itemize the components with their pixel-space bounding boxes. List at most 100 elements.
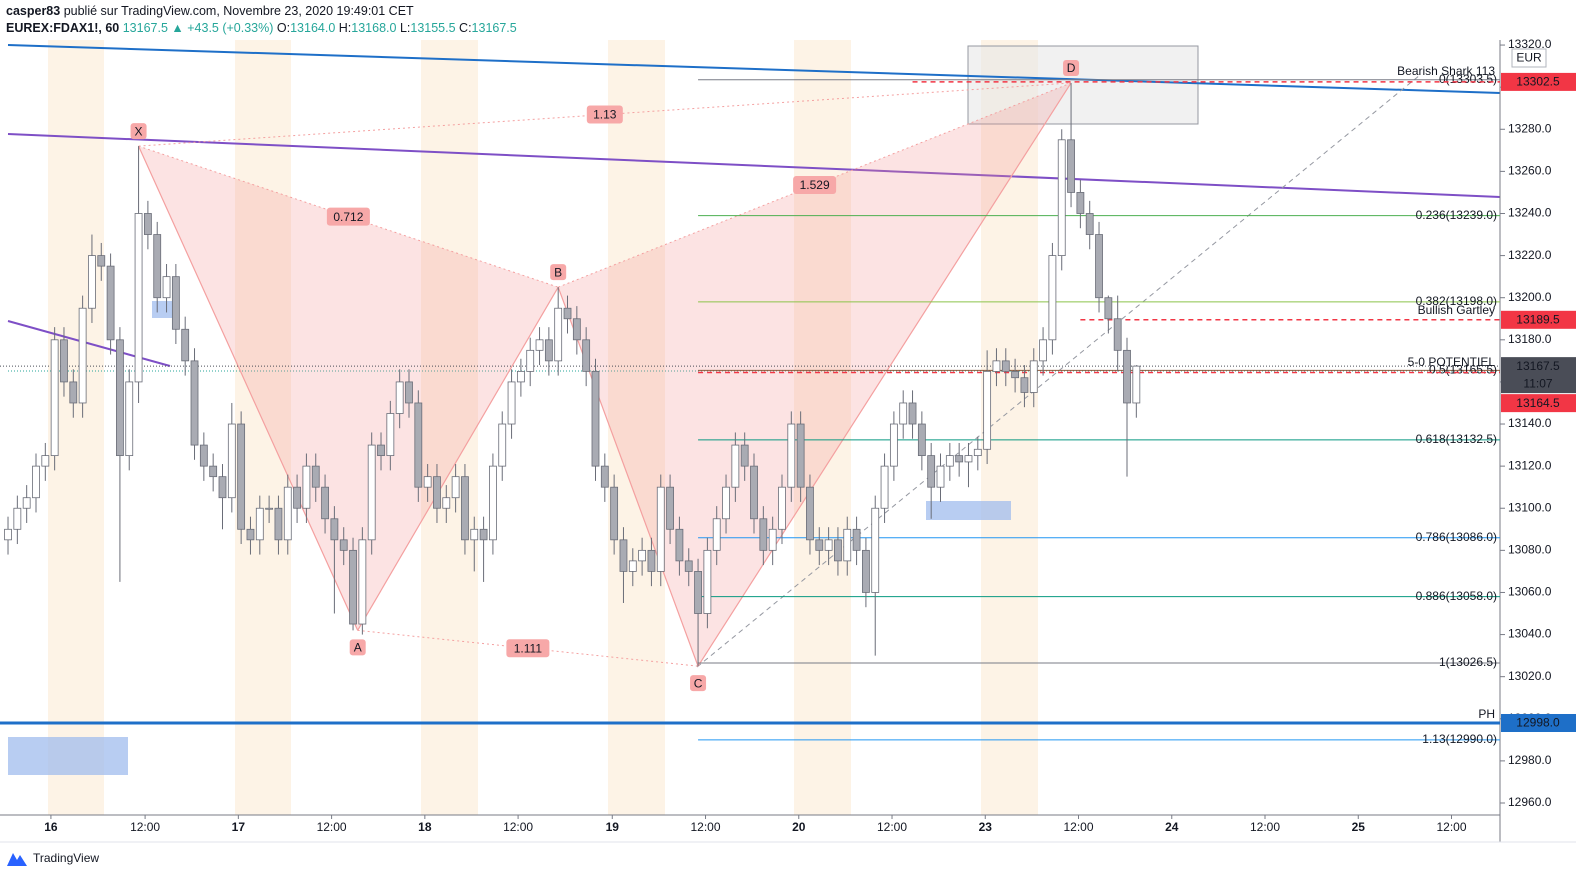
candle-body <box>526 349 535 372</box>
session-bands <box>48 40 1038 815</box>
brand: TradingView <box>33 851 99 865</box>
candle-body <box>806 486 814 541</box>
pattern-point-badge <box>1063 59 1080 76</box>
trend-line <box>7 320 171 367</box>
candle-body <box>134 213 143 383</box>
candle-body <box>1067 139 1075 193</box>
candle-body <box>199 444 208 467</box>
candle-body <box>265 507 274 510</box>
price-badge <box>1501 357 1576 394</box>
candle-body <box>423 476 432 488</box>
candle-body <box>572 318 581 341</box>
candle-body <box>1113 318 1122 351</box>
ohlc-value: 13167.5 <box>472 21 517 35</box>
candle-body <box>927 455 936 488</box>
candle-body <box>628 560 637 572</box>
candle-body <box>796 423 805 488</box>
candle-body <box>992 360 1001 372</box>
y-tick-label: 13220.0 <box>1508 248 1552 262</box>
candle-body <box>936 465 945 488</box>
candle-body <box>1001 360 1010 372</box>
candle-body <box>516 370 525 383</box>
pattern-point-badge <box>550 264 567 281</box>
price-badge-label: 13164.5 <box>1516 396 1560 410</box>
candle-body <box>824 539 833 551</box>
symbol-line: EUREX:FDAX1!, 60 13167.5 ▲ +43.5 (+0.33%… <box>6 21 517 35</box>
candle-body <box>908 402 917 425</box>
x-tick-label: 25 <box>1352 820 1366 834</box>
candle-body <box>722 486 730 520</box>
candle-body <box>1132 365 1141 404</box>
candle-body <box>498 423 507 467</box>
candle-body <box>171 276 180 330</box>
candle-body <box>321 486 329 520</box>
pattern-leg <box>138 145 359 631</box>
candle-body <box>302 465 311 509</box>
fib-label: 1.13(12990.0) <box>1422 732 1497 746</box>
ratio-label: 1.529 <box>800 178 830 192</box>
pattern-triangle <box>558 82 1072 667</box>
x-tick-label: 17 <box>232 820 246 834</box>
price-badge-label: 13167.5 <box>1516 359 1560 373</box>
ohlc: O:13164.0 H:13168.0 L:13155.5 C:13167.5 <box>277 21 517 35</box>
candle-body <box>582 339 591 372</box>
candle-body <box>815 539 824 551</box>
candle-body <box>41 455 50 467</box>
candle-body <box>283 486 292 541</box>
candle-body <box>395 381 404 414</box>
price-badge <box>1501 713 1576 732</box>
ratio-badge <box>793 176 837 195</box>
candle-body <box>330 518 339 541</box>
y-tick-label: 13240.0 <box>1508 206 1552 220</box>
drawings <box>7 44 1501 775</box>
candle-body <box>125 381 134 457</box>
price-badge-label: 12998.0 <box>1516 716 1560 730</box>
x-tick-label: 24 <box>1165 820 1179 834</box>
candle-body <box>852 528 861 551</box>
pattern-triangle <box>138 146 559 631</box>
x-tick-label: 12:00 <box>503 820 533 834</box>
candle-body <box>181 328 190 362</box>
y-tick-label: 12960.0 <box>1508 795 1552 809</box>
annotation: Bullish Gartley <box>1418 303 1495 317</box>
candle-body <box>1039 339 1047 362</box>
candle-body <box>591 370 600 467</box>
header-line: casper83 publié sur TradingView.com, Nov… <box>6 4 414 18</box>
candle-body <box>666 486 674 530</box>
candle-body <box>675 528 684 562</box>
candle-body <box>1104 297 1113 320</box>
candle-body <box>32 465 40 499</box>
candle-body <box>740 444 749 467</box>
candle-body <box>358 539 367 625</box>
pattern-point-badge <box>130 123 147 140</box>
x-tick-label: 23 <box>979 820 993 834</box>
y-tick-label: 13060.0 <box>1508 585 1552 599</box>
candle-body <box>97 255 106 267</box>
x-tick-label: 16 <box>44 820 58 834</box>
candle-body <box>22 497 31 509</box>
projection-line <box>696 74 1421 668</box>
pattern-point-label: B <box>554 265 562 279</box>
candle-body <box>638 549 647 562</box>
candle-body <box>274 507 283 541</box>
candle-body <box>386 413 395 457</box>
y-tick-label: 13280.0 <box>1508 121 1552 135</box>
session-band <box>608 40 665 815</box>
candle-body <box>843 528 852 562</box>
pattern-point-label: D <box>1067 61 1076 75</box>
ratio-badge <box>586 105 623 124</box>
x-tick-label: 19 <box>606 820 620 834</box>
candle-body <box>1123 349 1131 404</box>
candle-body <box>209 465 218 478</box>
candle-body <box>470 528 479 541</box>
candle-body <box>731 444 740 488</box>
x-tick-label: 12:00 <box>1063 820 1093 834</box>
ratio-badge <box>506 639 550 658</box>
change: ▲ +43.5 (+0.33%) <box>171 21 273 35</box>
candle-body <box>647 549 656 572</box>
candle-body <box>237 423 246 530</box>
candle-body <box>1076 192 1085 214</box>
candle-body <box>871 507 880 593</box>
candle-body <box>255 507 264 541</box>
